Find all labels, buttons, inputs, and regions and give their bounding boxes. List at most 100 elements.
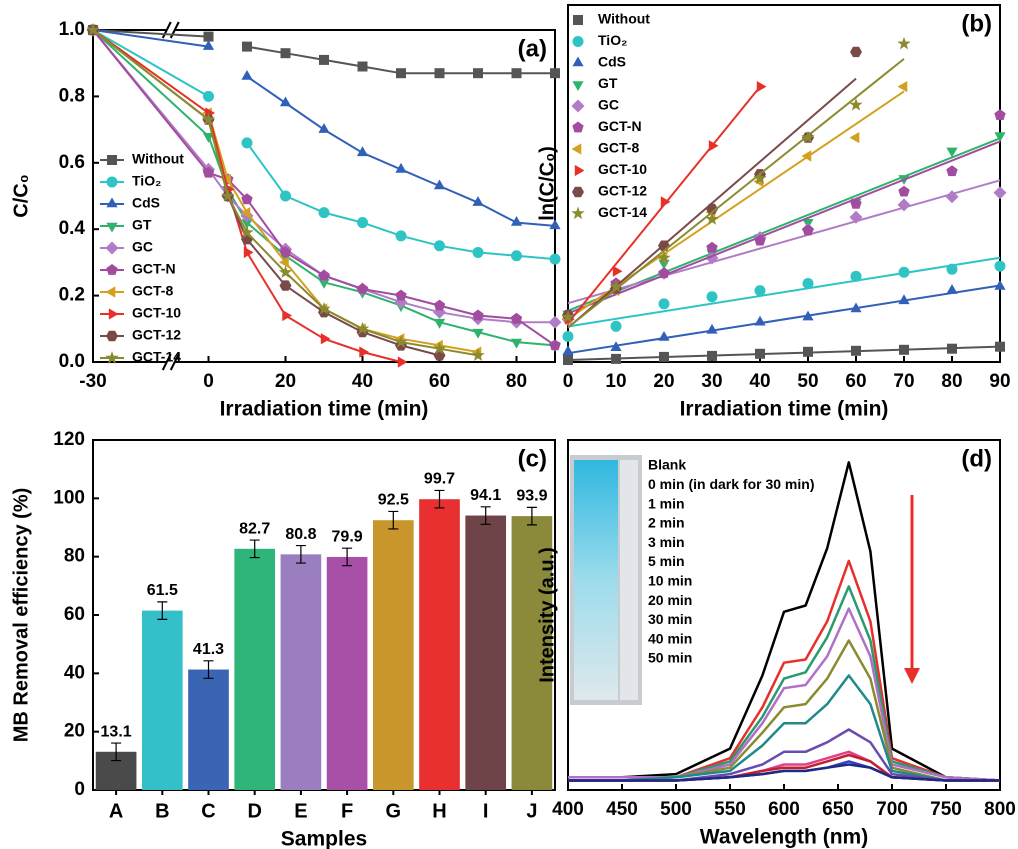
- value-label: 79.9: [332, 528, 363, 545]
- marker: [282, 309, 292, 322]
- legend-label: GCT-12: [598, 183, 647, 199]
- x-tick-label: 400: [552, 799, 584, 820]
- legend-marker: [571, 143, 582, 155]
- inset-cuvettes: [574, 460, 618, 700]
- marker: [318, 269, 330, 281]
- legend-label: TiO₂: [598, 32, 627, 48]
- legend-label: GC: [132, 239, 153, 255]
- bar: [326, 556, 368, 790]
- marker: [802, 310, 814, 321]
- marker: [994, 109, 1006, 120]
- marker: [202, 133, 215, 143]
- legend-label: Blank: [648, 457, 686, 473]
- x-tick-label: H: [432, 800, 446, 822]
- legend-label: 5 min: [648, 553, 685, 569]
- marker: [562, 331, 574, 342]
- error-bar: [203, 660, 214, 679]
- marker: [754, 315, 766, 326]
- series-line: [92, 29, 479, 353]
- x-tick-label: F: [341, 800, 353, 822]
- marker: [851, 345, 861, 356]
- x-tick-label: A: [109, 800, 123, 822]
- value-label: 94.1: [470, 487, 501, 504]
- marker: [850, 302, 862, 313]
- y-axis-title: ln(C/C₀): [536, 146, 558, 221]
- legend-label: Without: [132, 151, 184, 167]
- panel-label: (d): [961, 445, 992, 472]
- legend-marker: [105, 286, 116, 298]
- x-axis-title: Samples: [281, 828, 367, 849]
- marker: [395, 230, 407, 242]
- marker: [242, 41, 252, 52]
- y-tick-label: 20: [64, 721, 85, 742]
- legend-marker: [105, 241, 119, 255]
- legend-label: TiO₂: [132, 173, 161, 189]
- x-tick-label: B: [155, 800, 169, 822]
- value-label: 82.7: [239, 520, 270, 537]
- marker: [946, 147, 958, 158]
- axis-break-gap: [166, 359, 175, 365]
- legend-marker: [571, 99, 585, 113]
- legend-label: 30 min: [648, 611, 692, 627]
- marker: [434, 240, 445, 252]
- x-tick-label: 750: [930, 799, 962, 820]
- marker: [432, 341, 447, 355]
- x-tick-label: 500: [660, 799, 692, 820]
- value-label: 41.3: [193, 641, 224, 658]
- legend-label: GT: [598, 75, 618, 91]
- legend-marker: [107, 155, 117, 165]
- panel-label: (b): [961, 10, 992, 37]
- axis-break-mark: [161, 353, 172, 371]
- marker: [240, 207, 251, 219]
- marker: [472, 328, 484, 339]
- value-label: 80.8: [285, 526, 316, 543]
- marker: [510, 338, 523, 349]
- marker: [201, 112, 216, 126]
- y-tick-label: 0.4: [59, 218, 86, 239]
- marker: [802, 277, 814, 289]
- legend-label: 0 min (in dark for 30 min): [648, 476, 814, 492]
- x-tick-label: 70: [893, 371, 914, 392]
- marker: [473, 68, 483, 79]
- y-tick-label: 0.0: [59, 351, 85, 372]
- x-tick-label: 800: [984, 799, 1016, 820]
- marker: [706, 291, 718, 303]
- error-bar: [342, 547, 353, 567]
- marker: [472, 309, 484, 321]
- legend-label: 1 min: [648, 495, 685, 511]
- marker: [318, 207, 330, 219]
- series-line: [568, 763, 1000, 782]
- marker: [240, 225, 254, 239]
- legend-label: GCT-14: [132, 349, 181, 365]
- marker: [801, 150, 812, 162]
- x-tick-label: 30: [701, 371, 722, 392]
- bar: [372, 520, 414, 790]
- x-tick-label: 550: [714, 799, 746, 820]
- marker: [395, 289, 407, 301]
- marker: [318, 123, 330, 133]
- marker: [563, 355, 573, 365]
- marker: [755, 348, 765, 359]
- legend-marker: [572, 121, 584, 133]
- y-tick-label: 0: [74, 779, 85, 800]
- marker: [610, 341, 622, 351]
- marker: [994, 280, 1006, 290]
- marker: [610, 320, 622, 332]
- marker: [753, 171, 767, 185]
- axis-break-mark: [161, 21, 172, 39]
- legend-label: GCT-12: [132, 327, 181, 343]
- y-tick-label: 60: [64, 604, 85, 625]
- x-tick-label: 600: [768, 799, 800, 820]
- marker: [318, 279, 330, 289]
- legend-label: Without: [598, 11, 650, 27]
- legend-label: 3 min: [648, 534, 685, 550]
- marker: [394, 335, 408, 348]
- x-tick-label: 80: [941, 371, 962, 392]
- legend-marker: [573, 15, 583, 25]
- series-line: [92, 29, 479, 357]
- marker: [202, 40, 215, 50]
- marker: [511, 250, 522, 262]
- legend-marker: [108, 308, 119, 320]
- fit-line: [567, 345, 1001, 361]
- marker: [221, 189, 235, 202]
